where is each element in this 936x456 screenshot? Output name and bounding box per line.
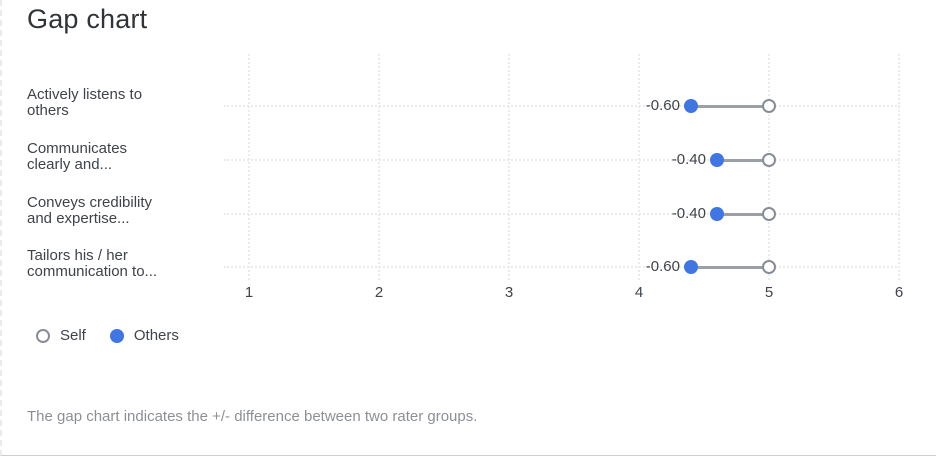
connector-line xyxy=(691,265,769,269)
x-tick-label: 3 xyxy=(504,284,514,301)
others-marker[interactable] xyxy=(710,153,724,167)
vertical-gridline xyxy=(248,54,250,280)
legend-item-others[interactable]: Others xyxy=(109,327,179,344)
legend-item-self[interactable]: Self xyxy=(36,327,86,344)
vertical-gridline xyxy=(898,54,900,280)
x-tick-label: 1 xyxy=(244,284,254,301)
connector-line xyxy=(717,212,769,216)
category-label-line: Communicates xyxy=(27,140,128,157)
x-tick-label: 4 xyxy=(634,284,644,301)
category-label: Tailors his / her communication to... xyxy=(27,248,227,280)
gap-value-label: -0.60 xyxy=(645,97,680,114)
category-label: Actively listens to others xyxy=(27,87,227,119)
others-marker[interactable] xyxy=(684,99,698,113)
connector-line xyxy=(691,104,769,108)
category-label-line: communication to... xyxy=(27,263,158,280)
self-marker[interactable] xyxy=(762,207,776,221)
category-label-line: Tailors his / her xyxy=(27,247,128,264)
footer-note: The gap chart indicates the +/- differen… xyxy=(27,408,478,425)
vertical-gridline xyxy=(768,54,770,280)
chart-title: Gap chart xyxy=(27,4,148,34)
horizontal-gridline xyxy=(224,159,900,161)
gap-value-label: -0.40 xyxy=(671,205,706,222)
horizontal-gridline xyxy=(224,105,900,107)
chart-legend: Self Others xyxy=(36,327,179,344)
self-marker[interactable] xyxy=(762,260,776,274)
others-marker[interactable] xyxy=(710,207,724,221)
connector-line xyxy=(717,158,769,162)
vertical-gridline xyxy=(378,54,380,280)
category-label-line: Conveys credibility xyxy=(27,194,153,211)
self-marker[interactable] xyxy=(762,99,776,113)
self-open-circle-icon xyxy=(36,328,50,343)
legend-label-others: Others xyxy=(133,327,179,344)
self-marker[interactable] xyxy=(762,153,776,167)
category-label-line: Actively listens to xyxy=(27,86,143,103)
horizontal-gridline xyxy=(224,266,900,268)
category-label: Conveys credibility and expertise... xyxy=(27,195,227,227)
x-tick-label: 5 xyxy=(764,284,774,301)
category-label-line: others xyxy=(27,102,69,119)
x-tick-label: 6 xyxy=(894,284,904,301)
category-label-line: and expertise... xyxy=(27,210,130,227)
others-filled-circle-icon xyxy=(109,328,124,343)
legend-label-self: Self xyxy=(60,327,86,344)
horizontal-gridline xyxy=(224,213,900,215)
others-marker[interactable] xyxy=(684,260,698,274)
vertical-gridline xyxy=(638,54,640,280)
x-tick-label: 2 xyxy=(374,284,384,301)
category-label-line: clearly and... xyxy=(27,156,113,173)
gap-value-label: -0.40 xyxy=(671,151,706,168)
category-label: Communicates clearly and... xyxy=(27,141,227,173)
gap-value-label: -0.60 xyxy=(645,258,680,275)
vertical-gridline xyxy=(508,54,510,280)
